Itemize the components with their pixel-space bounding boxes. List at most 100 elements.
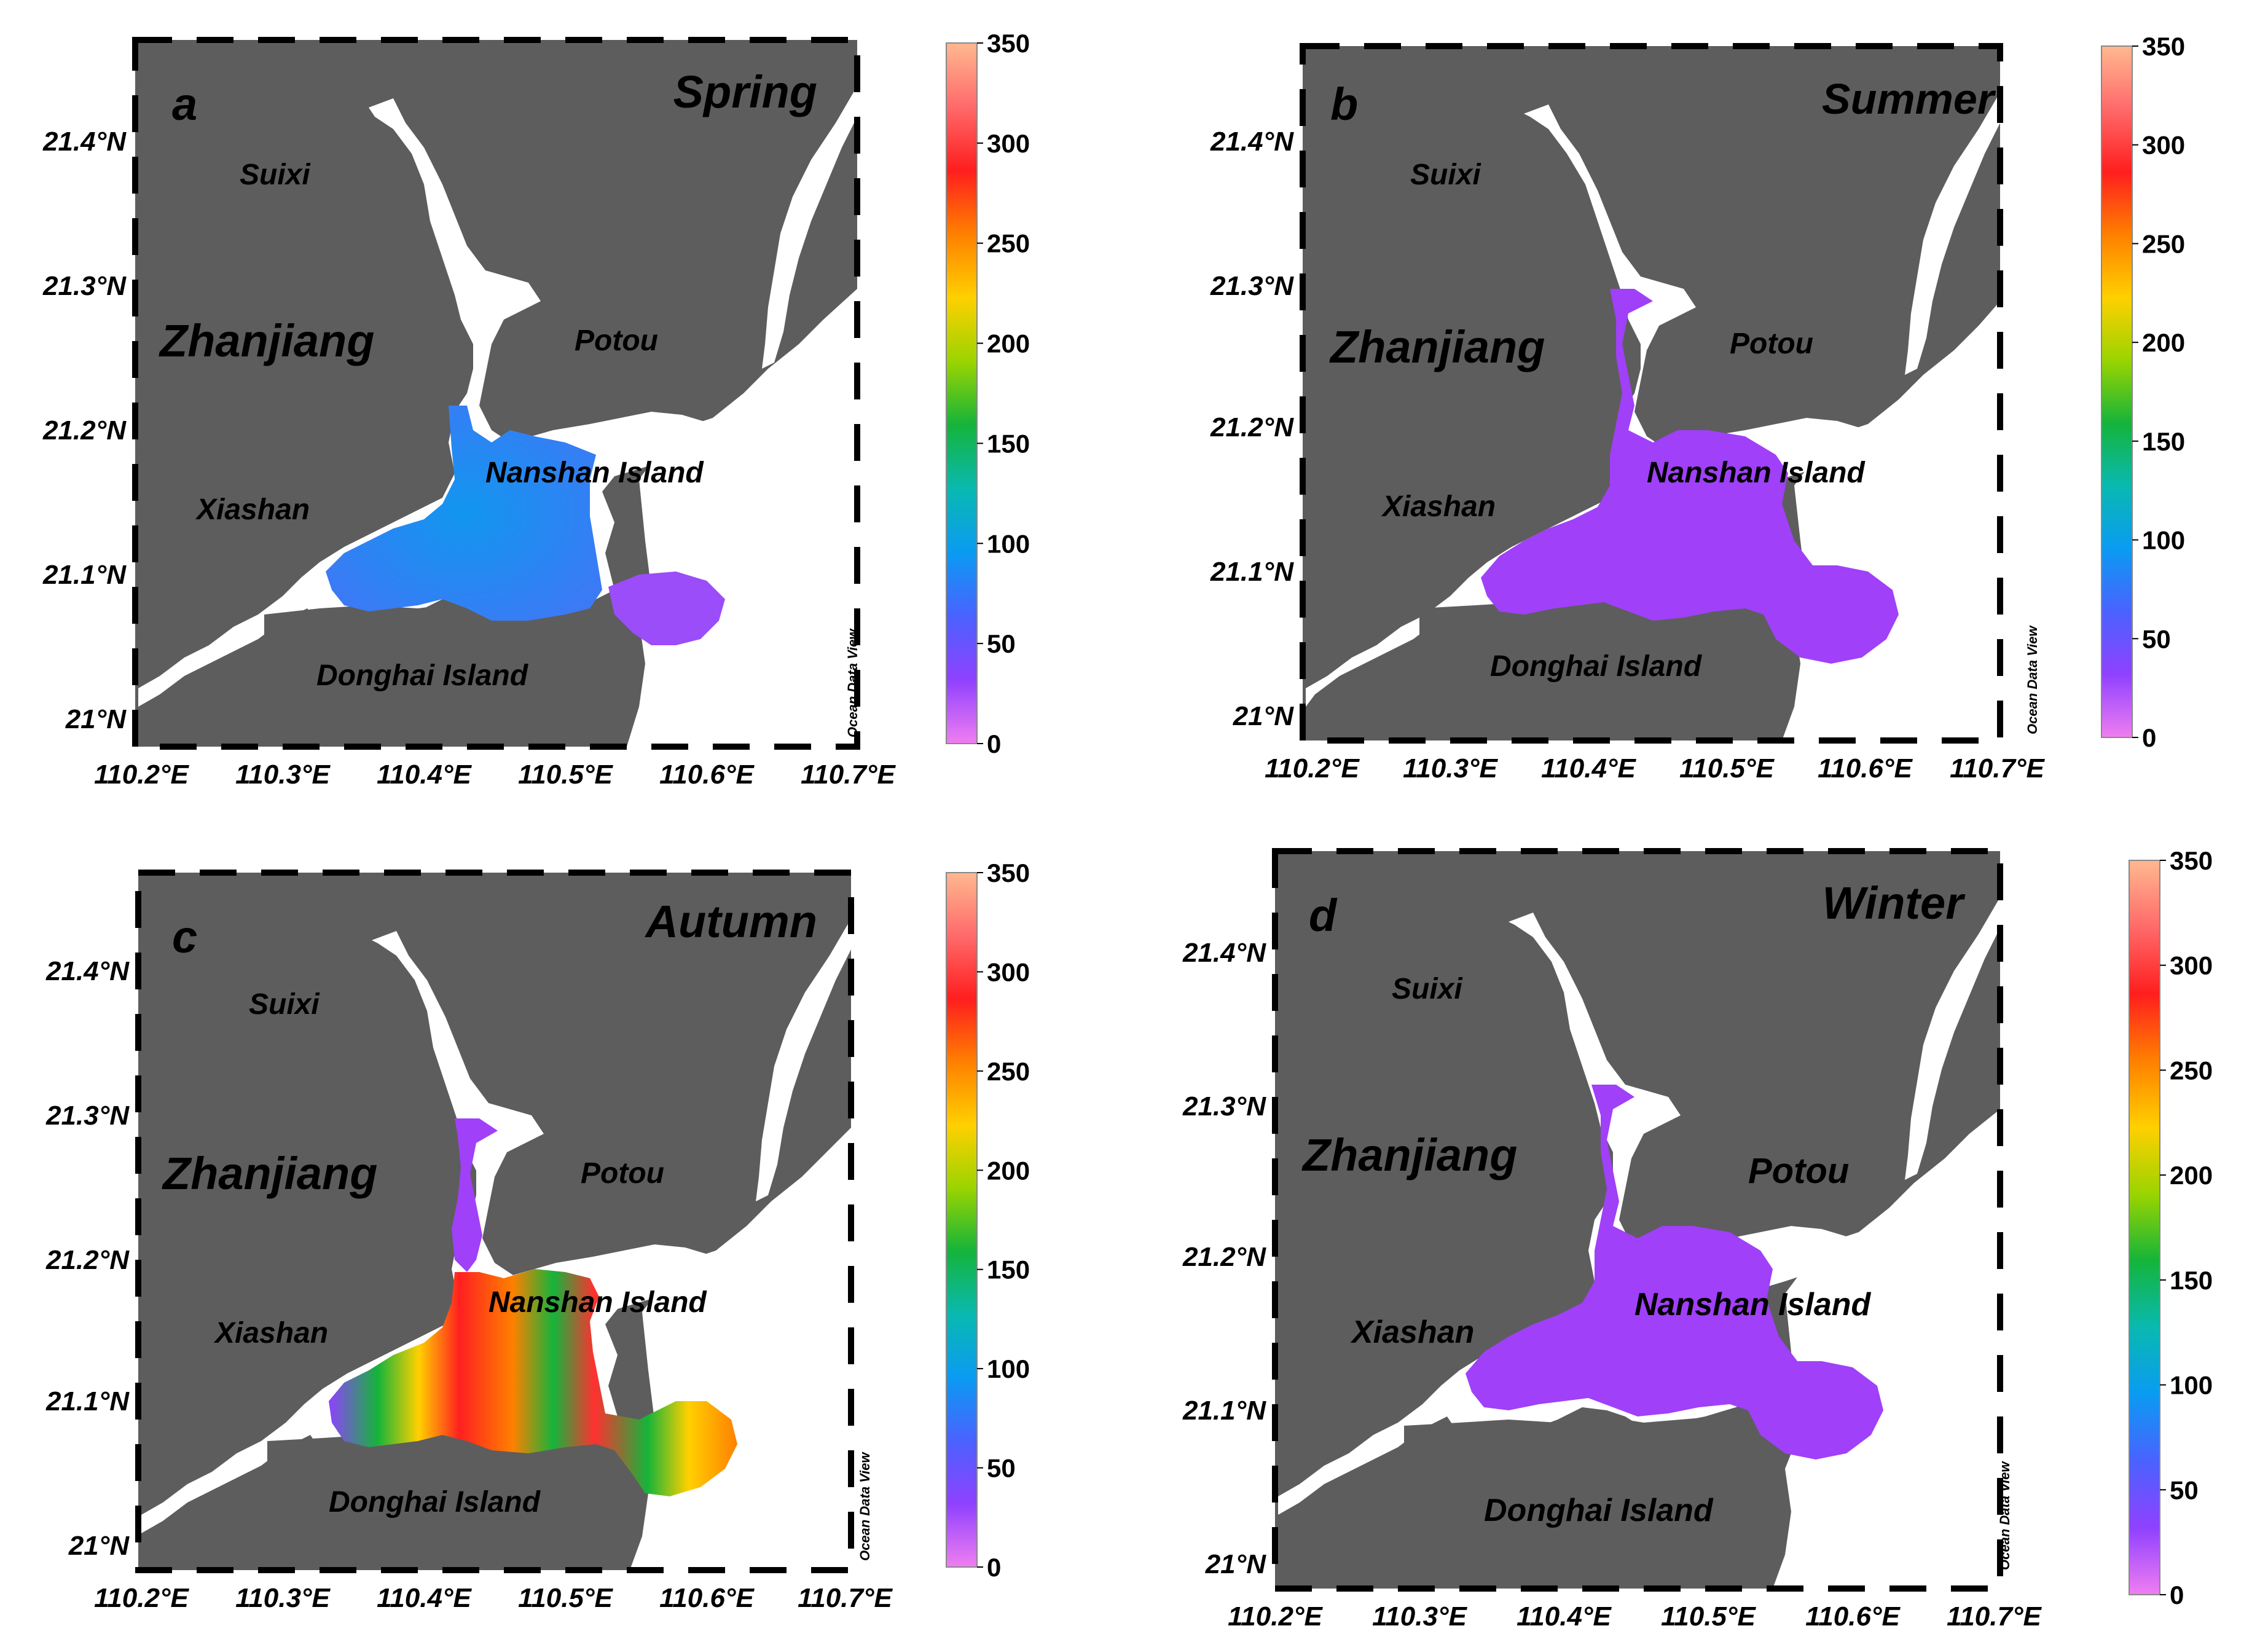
lat-tick: 21.2°N (45, 1245, 130, 1275)
latitude-axis: 21°N 21.1°N 21.2°N 21.3°N 21.4°N (45, 956, 130, 1561)
colorbar-tick-label: 250 (2142, 229, 2185, 258)
map-border (1300, 43, 2003, 744)
label-nanshan: Nanshan Island (485, 457, 704, 489)
lon-tick: 110.3°E (1403, 753, 1498, 784)
map-border (132, 37, 860, 750)
label-nanshan: Nanshan Island (1647, 457, 1866, 489)
lat-tick: 21.4°N (45, 956, 130, 986)
lon-tick: 110.6°E (1805, 1601, 1901, 1632)
lat-tick: 21.1°N (1182, 1396, 1266, 1426)
lon-tick: 110.2°E (1265, 753, 1360, 784)
map-panel-spring: a Spring Suixi Zhanjiang Potou Nanshan I… (0, 0, 1131, 820)
lat-tick: 21.3°N (1182, 1091, 1266, 1122)
donghai-island-land (1404, 1416, 1779, 1589)
colorbar-tick-label: 0 (2142, 723, 2156, 752)
water-estuary-east (762, 86, 857, 369)
lon-tick: 110.3°E (235, 1583, 331, 1613)
lat-tick: 21.4°N (42, 127, 127, 157)
lat-tick: 21°N (1205, 1549, 1267, 1579)
colorbar: 0 50 100 150 200 250 300 350 (2129, 846, 2213, 1609)
watermark: Ocean Data View (2025, 625, 2040, 734)
colorbar-tick-label: 200 (2170, 1161, 2213, 1190)
colorbar-tick-label: 100 (987, 1354, 1030, 1383)
label-suixi: Suixi (249, 988, 320, 1021)
map-border (135, 870, 854, 1573)
map-frame (135, 40, 857, 747)
lon-tick: 110.7°E (1947, 1601, 2042, 1632)
panel-letter: c (172, 911, 197, 962)
longitude-axis: 110.2°E 110.3°E 110.4°E 110.5°E 110.6°E … (94, 1583, 893, 1613)
concentration-field-channel (452, 1118, 498, 1272)
map-frame (138, 873, 851, 1570)
map-panel-winter: d Winter Suixi Zhanjiang Potou Nanshan I… (1131, 836, 2261, 1650)
lon-tick: 110.6°E (659, 1583, 755, 1613)
concentration-field (326, 406, 602, 621)
donghai-island-land (267, 1432, 642, 1570)
map-svg: b Summer Suixi Zhanjiang Potou Nanshan I… (1210, 32, 2185, 784)
water-estuary-east (1905, 897, 2000, 1180)
lon-tick: 110.4°E (377, 1583, 472, 1613)
label-potou: Potou (1730, 328, 1813, 360)
lon-tick: 110.7°E (1950, 753, 2045, 784)
colorbar-tick-label: 250 (2170, 1056, 2213, 1085)
season-title: Summer (1822, 75, 1996, 123)
colorbar-tick-label: 0 (987, 729, 1001, 758)
colorbar-tick-label: 350 (987, 29, 1030, 58)
watermark: Ocean Data View (857, 1452, 873, 1561)
lat-tick: 21°N (65, 704, 127, 734)
label-xiashan: Xiashan (213, 1317, 328, 1349)
lon-tick: 110.6°E (1818, 753, 1913, 784)
lat-tick: 21°N (1233, 701, 1295, 731)
label-xiashan: Xiashan (1381, 490, 1496, 523)
colorbar-tick-label: 250 (987, 229, 1030, 258)
lat-tick: 21°N (68, 1531, 130, 1561)
map-svg: a Spring Suixi Zhanjiang Potou Nanshan I… (42, 29, 1030, 790)
colorbar: 0 50 100 150 200 250 300 350 (946, 858, 1030, 1582)
donghai-island-land (264, 602, 639, 747)
colorbar-tick-label: 100 (2170, 1371, 2213, 1400)
map-frame (1303, 46, 2000, 741)
colorbar-tick-label: 200 (2142, 328, 2185, 357)
colorbar-tick-label: 200 (987, 1156, 1030, 1185)
label-zhanjiang: Zhanjiang (1329, 321, 1545, 372)
colorbar-tick-label: 0 (2170, 1581, 2184, 1609)
latitude-axis: 21°N 21.1°N 21.2°N 21.3°N 21.4°N (42, 127, 127, 734)
season-title: Spring (673, 66, 817, 117)
panel-letter: b (1330, 79, 1358, 130)
colorbar-tick-label: 50 (2170, 1475, 2199, 1504)
lon-tick: 110.4°E (1541, 753, 1636, 784)
lon-tick: 110.5°E (518, 760, 613, 790)
colorbar-tick-label: 150 (987, 1255, 1030, 1284)
colorbar-tick-label: 250 (987, 1057, 1030, 1086)
lon-tick: 110.2°E (94, 1583, 189, 1613)
lon-tick: 110.3°E (1372, 1601, 1467, 1632)
colorbar-tick-label: 300 (2142, 131, 2185, 160)
lon-tick: 110.2°E (94, 760, 189, 790)
concentration-field (1466, 1085, 1883, 1459)
lat-tick: 21.3°N (1210, 271, 1294, 301)
colorbar-tick-label: 350 (2142, 32, 2185, 61)
colorbar-ramp (2101, 45, 2133, 738)
label-donghai: Donghai Island (329, 1486, 541, 1518)
lon-tick: 110.3°E (235, 760, 331, 790)
colorbar-ramp (946, 872, 978, 1568)
label-zhanjiang: Zhanjiang (1301, 1129, 1517, 1181)
lon-tick: 110.4°E (1517, 1601, 1612, 1632)
colorbar-tick-label: 150 (2170, 1266, 2213, 1295)
water-channel (141, 931, 762, 1533)
donghai-island-land (1419, 599, 1794, 741)
map-panel-summer: b Summer Suixi Zhanjiang Potou Nanshan I… (1143, 0, 2268, 820)
lat-tick: 21.2°N (1210, 412, 1294, 442)
label-potou: Potou (575, 324, 658, 357)
lon-tick: 110.7°E (798, 1583, 893, 1613)
lat-tick: 21.1°N (1210, 557, 1294, 587)
label-suixi: Suixi (1410, 159, 1481, 191)
latitude-axis: 21°N 21.1°N 21.2°N 21.3°N 21.4°N (1210, 127, 1294, 731)
lon-tick: 110.4°E (377, 760, 472, 790)
colorbar: 0 50 100 150 200 250 300 350 (946, 29, 1030, 758)
label-donghai: Donghai Island (316, 659, 529, 692)
colorbar-tick-label: 50 (2142, 624, 2171, 653)
map-svg: d Winter Suixi Zhanjiang Potou Nanshan I… (1182, 846, 2213, 1632)
lat-tick: 21.3°N (45, 1101, 130, 1131)
watermark: Ocean Data View (1997, 1461, 2012, 1570)
